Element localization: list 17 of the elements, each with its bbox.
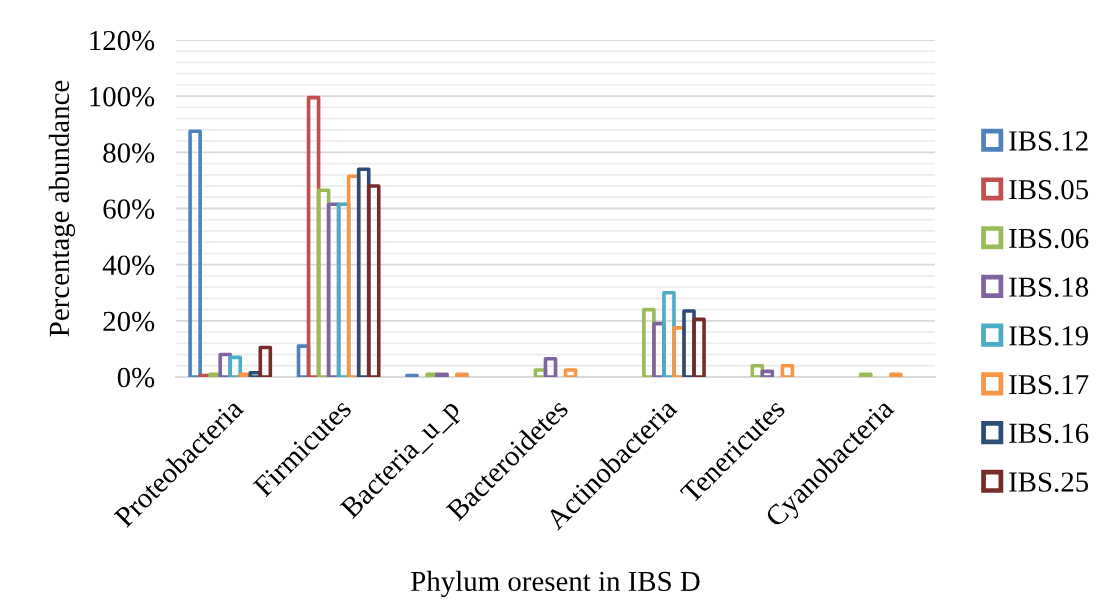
legend-label: IBS.16 <box>1009 423 1089 444</box>
y-tick-label: 60% <box>103 199 155 219</box>
legend-label: IBS.06 <box>1009 228 1089 249</box>
legend-label: IBS.05 <box>1009 179 1089 200</box>
y-tick-label: 40% <box>102 255 155 276</box>
legend-label: IBS.19 <box>1009 326 1088 346</box>
legend-label: IBS.18 <box>1009 277 1089 297</box>
y-tick-label: 20% <box>103 311 155 332</box>
legend-label: IBS.17 <box>1009 374 1089 395</box>
y-tick-label: 0% <box>117 367 155 388</box>
y-tick-label: 100% <box>90 86 155 107</box>
x-axis-title: Phylum oresent in IBS D <box>411 570 700 598</box>
legend-label: IBS.25 <box>1009 472 1089 492</box>
y-tick-label: 80% <box>103 143 155 163</box>
y-tick-label: 120% <box>90 30 155 51</box>
y-axis-title: Percentage abundance <box>48 80 76 337</box>
legend-label: IBS.12 <box>1009 131 1088 151</box>
